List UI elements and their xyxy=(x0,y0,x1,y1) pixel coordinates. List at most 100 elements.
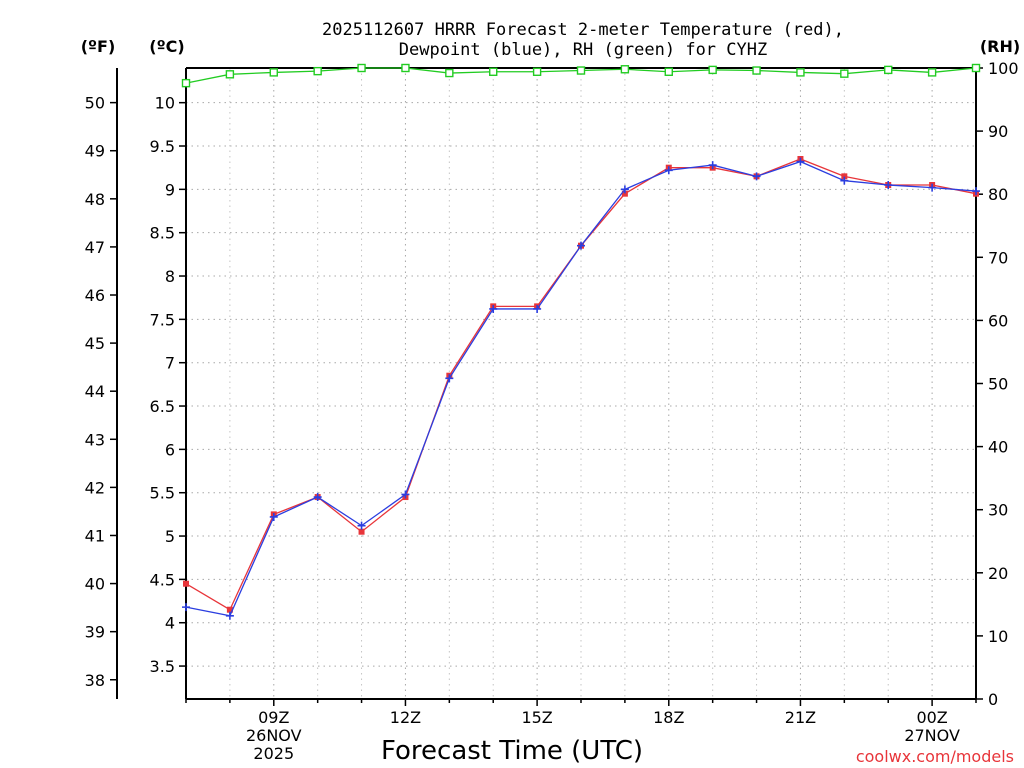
temperature-point xyxy=(183,580,189,587)
temperature-point xyxy=(358,528,365,535)
rh-point xyxy=(225,70,235,79)
time-tick-label: 00Z xyxy=(916,708,947,727)
rh-point xyxy=(971,63,981,73)
fahrenheit-tick-label: 47 xyxy=(85,238,105,257)
celsius-tick-label: 7.5 xyxy=(150,310,175,329)
series-rh xyxy=(181,63,981,88)
celsius-tick-label: 4 xyxy=(165,614,175,633)
celsius-tick-label: 10 xyxy=(155,94,175,113)
dewpoint-point xyxy=(577,241,585,250)
rh-tick-label: 60 xyxy=(988,311,1008,330)
rh-point xyxy=(752,66,761,75)
rh-point xyxy=(401,63,410,73)
celsius-tick-label: 5 xyxy=(165,527,175,546)
celsius-tick-label: 3.5 xyxy=(150,657,175,676)
dewpoint-point xyxy=(401,490,410,499)
celsius-tick-label: 9 xyxy=(165,180,175,199)
dewpoint-point xyxy=(752,172,761,181)
fahrenheit-tick-label: 44 xyxy=(85,382,105,401)
fahrenheit-tick-label: 49 xyxy=(85,142,105,161)
celsius-tick-label: 6 xyxy=(165,440,175,459)
fahrenheit-tick-label: 38 xyxy=(85,671,105,690)
dewpoint-point xyxy=(269,512,278,521)
rh-axis: 0 10 20 30 40 50 60 70 80 90 100 xyxy=(976,59,1019,709)
celsius-tick-label: 4.5 xyxy=(150,570,175,589)
rh-tick-label: 40 xyxy=(988,438,1008,457)
rh-point xyxy=(620,65,630,74)
rh-point xyxy=(708,65,717,75)
celsius-tick-label: 8.5 xyxy=(150,224,175,243)
rh-tick-label: 80 xyxy=(988,185,1008,204)
celsius-tick-label: 7 xyxy=(165,354,175,373)
dewpoint-point xyxy=(182,603,190,612)
dewpoint-point xyxy=(225,611,234,620)
fahrenheit-tick-label: 41 xyxy=(85,526,105,545)
dewpoint-point xyxy=(489,304,498,313)
temperature-point xyxy=(226,606,233,613)
time-tick-label: 09Z xyxy=(258,708,289,727)
fahrenheit-tick-label: 39 xyxy=(85,623,105,642)
dewpoint-point xyxy=(972,187,980,196)
dewpoint-point xyxy=(357,521,366,530)
celsius-tick-label: 6.5 xyxy=(150,397,175,416)
fahrenheit-axis: 38 39 40 41 42 43 44 45 46 47 48 49 50 xyxy=(85,68,118,699)
rh-point xyxy=(576,66,586,75)
dewpoint-point xyxy=(620,185,629,194)
fahrenheit-unit-label: (ºF) xyxy=(81,37,116,56)
rh-tick-label: 30 xyxy=(988,501,1008,520)
temperature-point xyxy=(621,190,628,197)
dewpoint-point xyxy=(884,181,893,190)
time-tick-label: 18Z xyxy=(653,708,684,727)
series-dewpoint xyxy=(182,157,980,620)
rh-point xyxy=(884,65,893,75)
dewpoint-point xyxy=(796,157,805,166)
chart-title-line-1: 2025112607 HRRR Forecast 2-meter Tempera… xyxy=(322,20,844,40)
fahrenheit-tick-label: 40 xyxy=(85,575,105,594)
celsius-unit-label: (ºC) xyxy=(149,37,184,56)
grid-lines xyxy=(185,67,977,700)
rh-tick-label: 0 xyxy=(988,690,998,709)
rh-unit-label: (RH) xyxy=(980,37,1020,56)
rh-point xyxy=(181,78,191,88)
rh-point xyxy=(664,67,673,76)
dewpoint-point xyxy=(840,176,849,185)
rh-tick-label: 70 xyxy=(988,248,1008,267)
celsius-tick-label: 8 xyxy=(165,267,175,286)
rh-tick-label: 10 xyxy=(988,627,1008,646)
rh-point xyxy=(357,63,366,73)
rh-point xyxy=(445,68,454,78)
rh-point xyxy=(532,67,542,76)
fahrenheit-tick-label: 45 xyxy=(85,334,105,353)
dewpoint-point xyxy=(928,183,937,192)
dewpoint-point xyxy=(664,166,673,175)
fahrenheit-tick-label: 46 xyxy=(85,286,105,305)
rh-point xyxy=(313,66,322,76)
credit-label: coolwx.com/models xyxy=(856,747,1014,766)
fahrenheit-tick-label: 43 xyxy=(85,430,105,449)
x-axis-title: Forecast Time (UTC) xyxy=(381,736,643,766)
time-tick-label: 26NOV xyxy=(246,726,302,745)
fahrenheit-tick-label: 48 xyxy=(85,190,105,209)
rh-tick-label: 100 xyxy=(988,59,1019,78)
celsius-tick-label: 5.5 xyxy=(150,484,175,503)
dewpoint-point xyxy=(445,374,454,383)
rh-point xyxy=(489,67,498,76)
rh-point xyxy=(927,68,937,77)
dewpoint-point xyxy=(533,304,542,313)
rh-tick-label: 20 xyxy=(988,564,1008,583)
rh-tick-label: 90 xyxy=(988,122,1008,141)
rh-tick-label: 50 xyxy=(988,375,1008,394)
fahrenheit-tick-label: 42 xyxy=(85,478,105,497)
time-tick-label: 27NOV xyxy=(904,726,960,745)
time-tick-label: 21Z xyxy=(785,708,816,727)
rh-point xyxy=(796,68,805,77)
dewpoint-point xyxy=(313,493,322,502)
dewpoint-point xyxy=(708,161,717,170)
chart-title-line-2: Dewpoint (blue), RH (green) for CYHZ xyxy=(399,40,767,60)
celsius-axis: 3.5 4 4.5 5 5.5 6 6.5 7 7.5 8 8.5 9 9.5 10 xyxy=(150,94,186,676)
rh-point xyxy=(269,68,278,77)
celsius-tick-label: 9.5 xyxy=(150,137,175,156)
rh-point xyxy=(840,69,849,78)
fahrenheit-tick-label: 50 xyxy=(85,94,105,113)
